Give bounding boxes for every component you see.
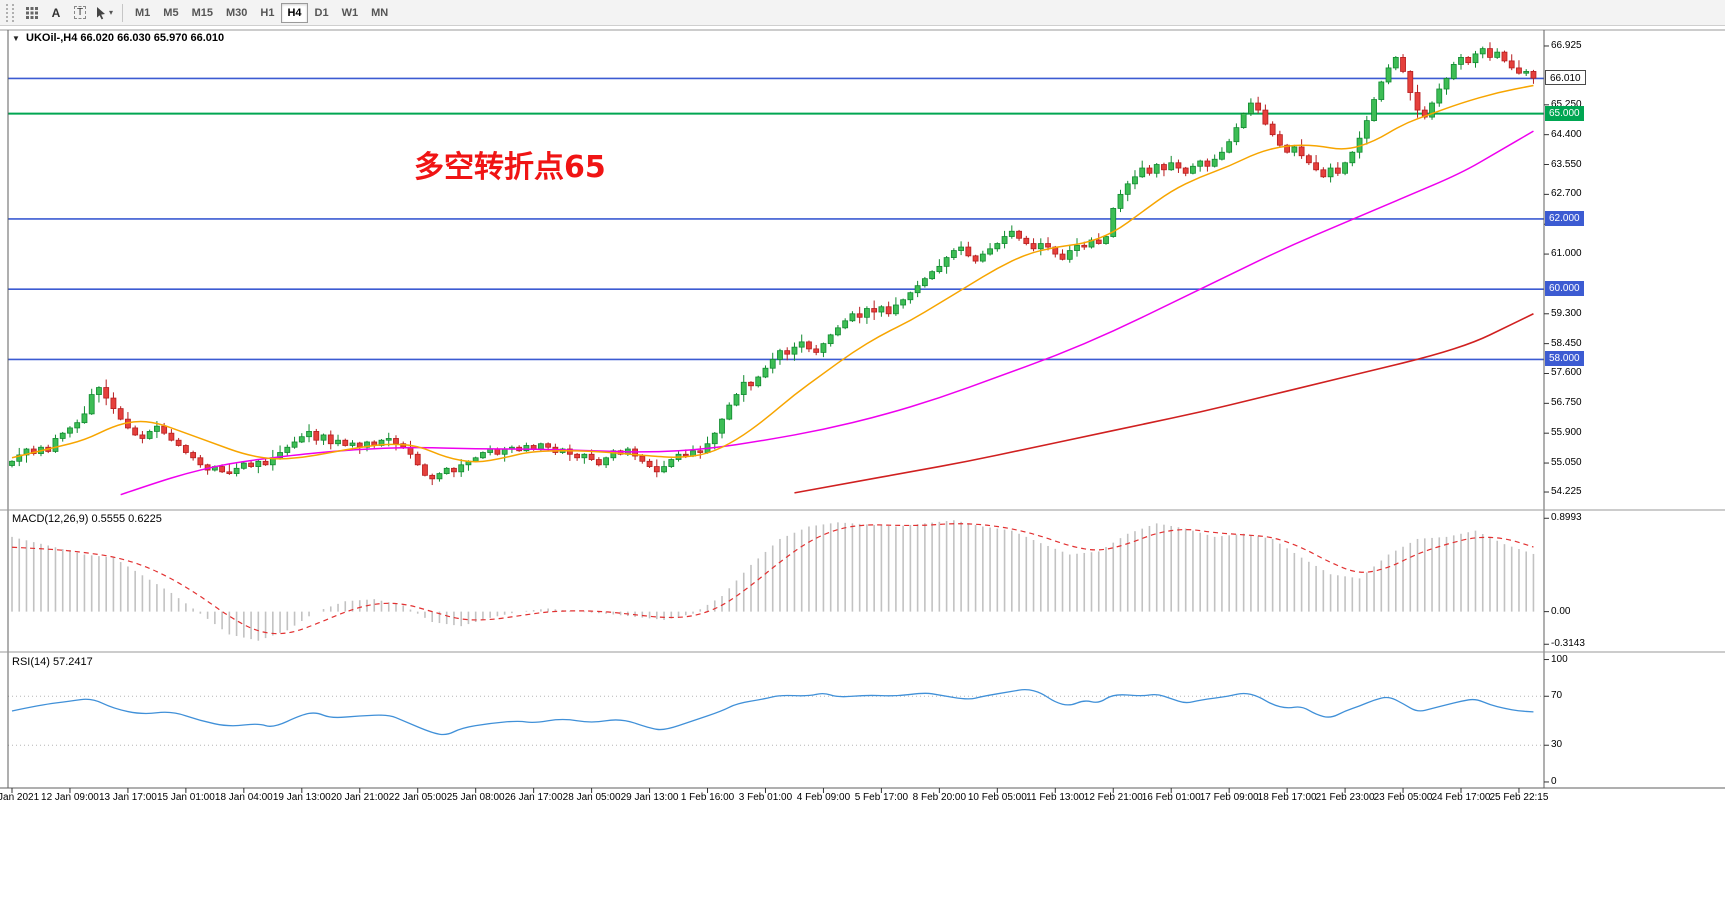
- hlines-layer[interactable]: [8, 77, 1544, 361]
- timeframe-button-m15[interactable]: M15: [191, 6, 213, 19]
- timeframe-button-m1[interactable]: M1: [135, 6, 151, 19]
- arrow-tools-button[interactable]: ▾: [92, 2, 116, 24]
- macd-signal-line: [11, 523, 1534, 635]
- text-label-a-icon: A: [51, 5, 61, 20]
- timeframe-button-w1[interactable]: W1: [341, 6, 359, 19]
- ma-fast-orange-line[interactable]: [11, 84, 1534, 463]
- text-box-tool-button[interactable]: T: [68, 2, 92, 24]
- cursor-arrow-icon: [96, 6, 105, 19]
- rsi-line: [11, 688, 1534, 736]
- timeframe-button-mn[interactable]: MN: [371, 6, 389, 19]
- chart-grid-tool-button[interactable]: [20, 2, 44, 24]
- grid-icon: [26, 6, 38, 19]
- macd-histogram: [11, 520, 1535, 641]
- ma-mid-magenta-line[interactable]: [120, 130, 1534, 496]
- timeframe-button-h1[interactable]: H1: [260, 6, 275, 19]
- timeframe-button-m5[interactable]: M5: [163, 6, 179, 19]
- chevron-down-icon: ▾: [108, 8, 113, 17]
- text-box-t-icon: T: [73, 6, 87, 19]
- text-label-tool-button[interactable]: A: [44, 2, 68, 24]
- toolbar: A T ▾ M1 M5 M15 M30 H1 H4 D1 W1 MN: [0, 0, 1725, 26]
- timeframe-buttons: M1 M5 M15 M30 H1 H4 D1 W1 MN: [129, 2, 394, 23]
- candles-layer[interactable]: [9, 42, 1537, 486]
- toolbar-grip[interactable]: [6, 3, 14, 22]
- timeframe-button-d1[interactable]: D1: [314, 6, 329, 19]
- timeframe-button-m30[interactable]: M30: [225, 6, 248, 19]
- toolbar-separator: [122, 3, 123, 22]
- ma-slow-red-line[interactable]: [794, 313, 1534, 494]
- timeframe-button-h4[interactable]: H4: [281, 2, 308, 23]
